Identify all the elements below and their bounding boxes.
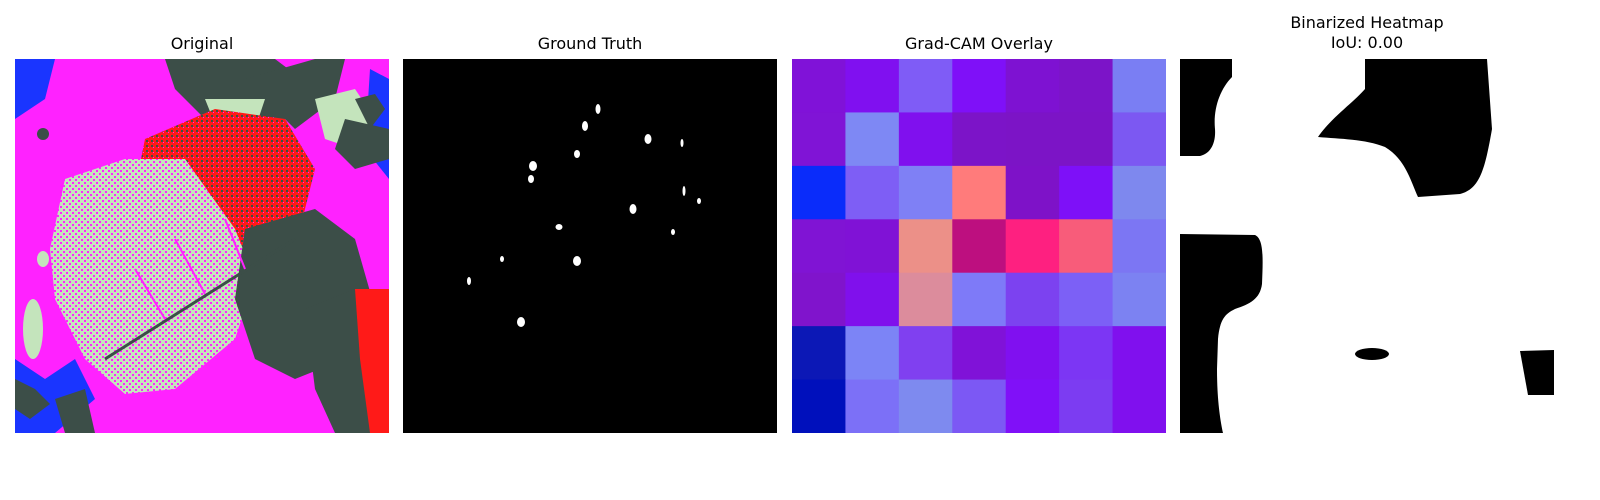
heatmap-cell [1113, 112, 1166, 166]
heatmap-cell [845, 112, 899, 166]
heatmap-cell [792, 59, 846, 113]
iou-label: IoU: 0.00 [1331, 33, 1403, 52]
heatmap-cell [845, 326, 899, 380]
panel-title: Grad-CAM Overlay [792, 34, 1166, 54]
heatmap-cell [1006, 112, 1060, 166]
heatmap-cell [952, 326, 1006, 380]
ground-truth-panel: Ground Truth [403, 0, 777, 440]
heatmap-cell [792, 380, 846, 433]
heatmap-cell [1059, 166, 1113, 220]
binarized-title: Binarized Heatmap [1290, 13, 1443, 32]
heatmap-cell [1006, 273, 1060, 327]
heatmap-cell [792, 219, 846, 273]
heatmap-cell [1113, 166, 1166, 220]
heatmap-cell [1113, 326, 1166, 380]
original-panel: Original [15, 0, 389, 440]
heatmap-cell [845, 166, 899, 220]
panel-title: Ground Truth [403, 34, 777, 54]
heatmap-cell [792, 112, 846, 166]
heatmap-cell [952, 273, 1006, 327]
heatmap-cell [1113, 380, 1166, 433]
heatmap-cell [1006, 380, 1060, 433]
heatmap-cell [1059, 326, 1113, 380]
panel-title: Original [15, 34, 389, 54]
heatmap-cell [1113, 273, 1166, 327]
heatmap-cell [899, 59, 953, 113]
heatmap-cell [1006, 59, 1060, 113]
heatmap-cell [899, 112, 953, 166]
heatmap-cell [1059, 219, 1113, 273]
heatmap-cell [792, 273, 846, 327]
heatmap-cell [1006, 326, 1060, 380]
heatmap-cell [845, 219, 899, 273]
heatmap-cell [1113, 59, 1166, 113]
heatmap-cell [899, 166, 953, 220]
heatmap-cell [845, 273, 899, 327]
ground-truth-mask [403, 59, 777, 433]
heatmap-cell [899, 380, 953, 433]
binarized-panel: Binarized Heatmap IoU: 0.00 [1180, 0, 1554, 440]
heatmap-cell [899, 273, 953, 327]
heatmap-cell [845, 59, 899, 113]
heatmap-cell [1006, 219, 1060, 273]
heatmap-cell [1059, 112, 1113, 166]
gradcam-heatmap [792, 59, 1166, 433]
panel-title: Binarized Heatmap IoU: 0.00 [1180, 13, 1554, 53]
heatmap-cell [952, 166, 1006, 220]
heatmap-cell [1059, 380, 1113, 433]
heatmap-cell [899, 326, 953, 380]
heatmap-cell [1059, 273, 1113, 327]
heatmap-cell [792, 166, 846, 220]
gradcam-panel: Grad-CAM Overlay [792, 0, 1166, 440]
heatmap-cell [899, 219, 953, 273]
heatmap-cell [952, 112, 1006, 166]
binarized-heatmap [1180, 59, 1554, 433]
heatmap-cell [845, 380, 899, 433]
heatmap-cell [1006, 166, 1060, 220]
original-image [15, 59, 389, 433]
heatmap-cell [952, 380, 1006, 433]
heatmap-cell [1113, 219, 1166, 273]
heatmap-cell [952, 59, 1006, 113]
heatmap-cell [792, 326, 846, 380]
heatmap-cell [1059, 59, 1113, 113]
heatmap-cell [952, 219, 1006, 273]
